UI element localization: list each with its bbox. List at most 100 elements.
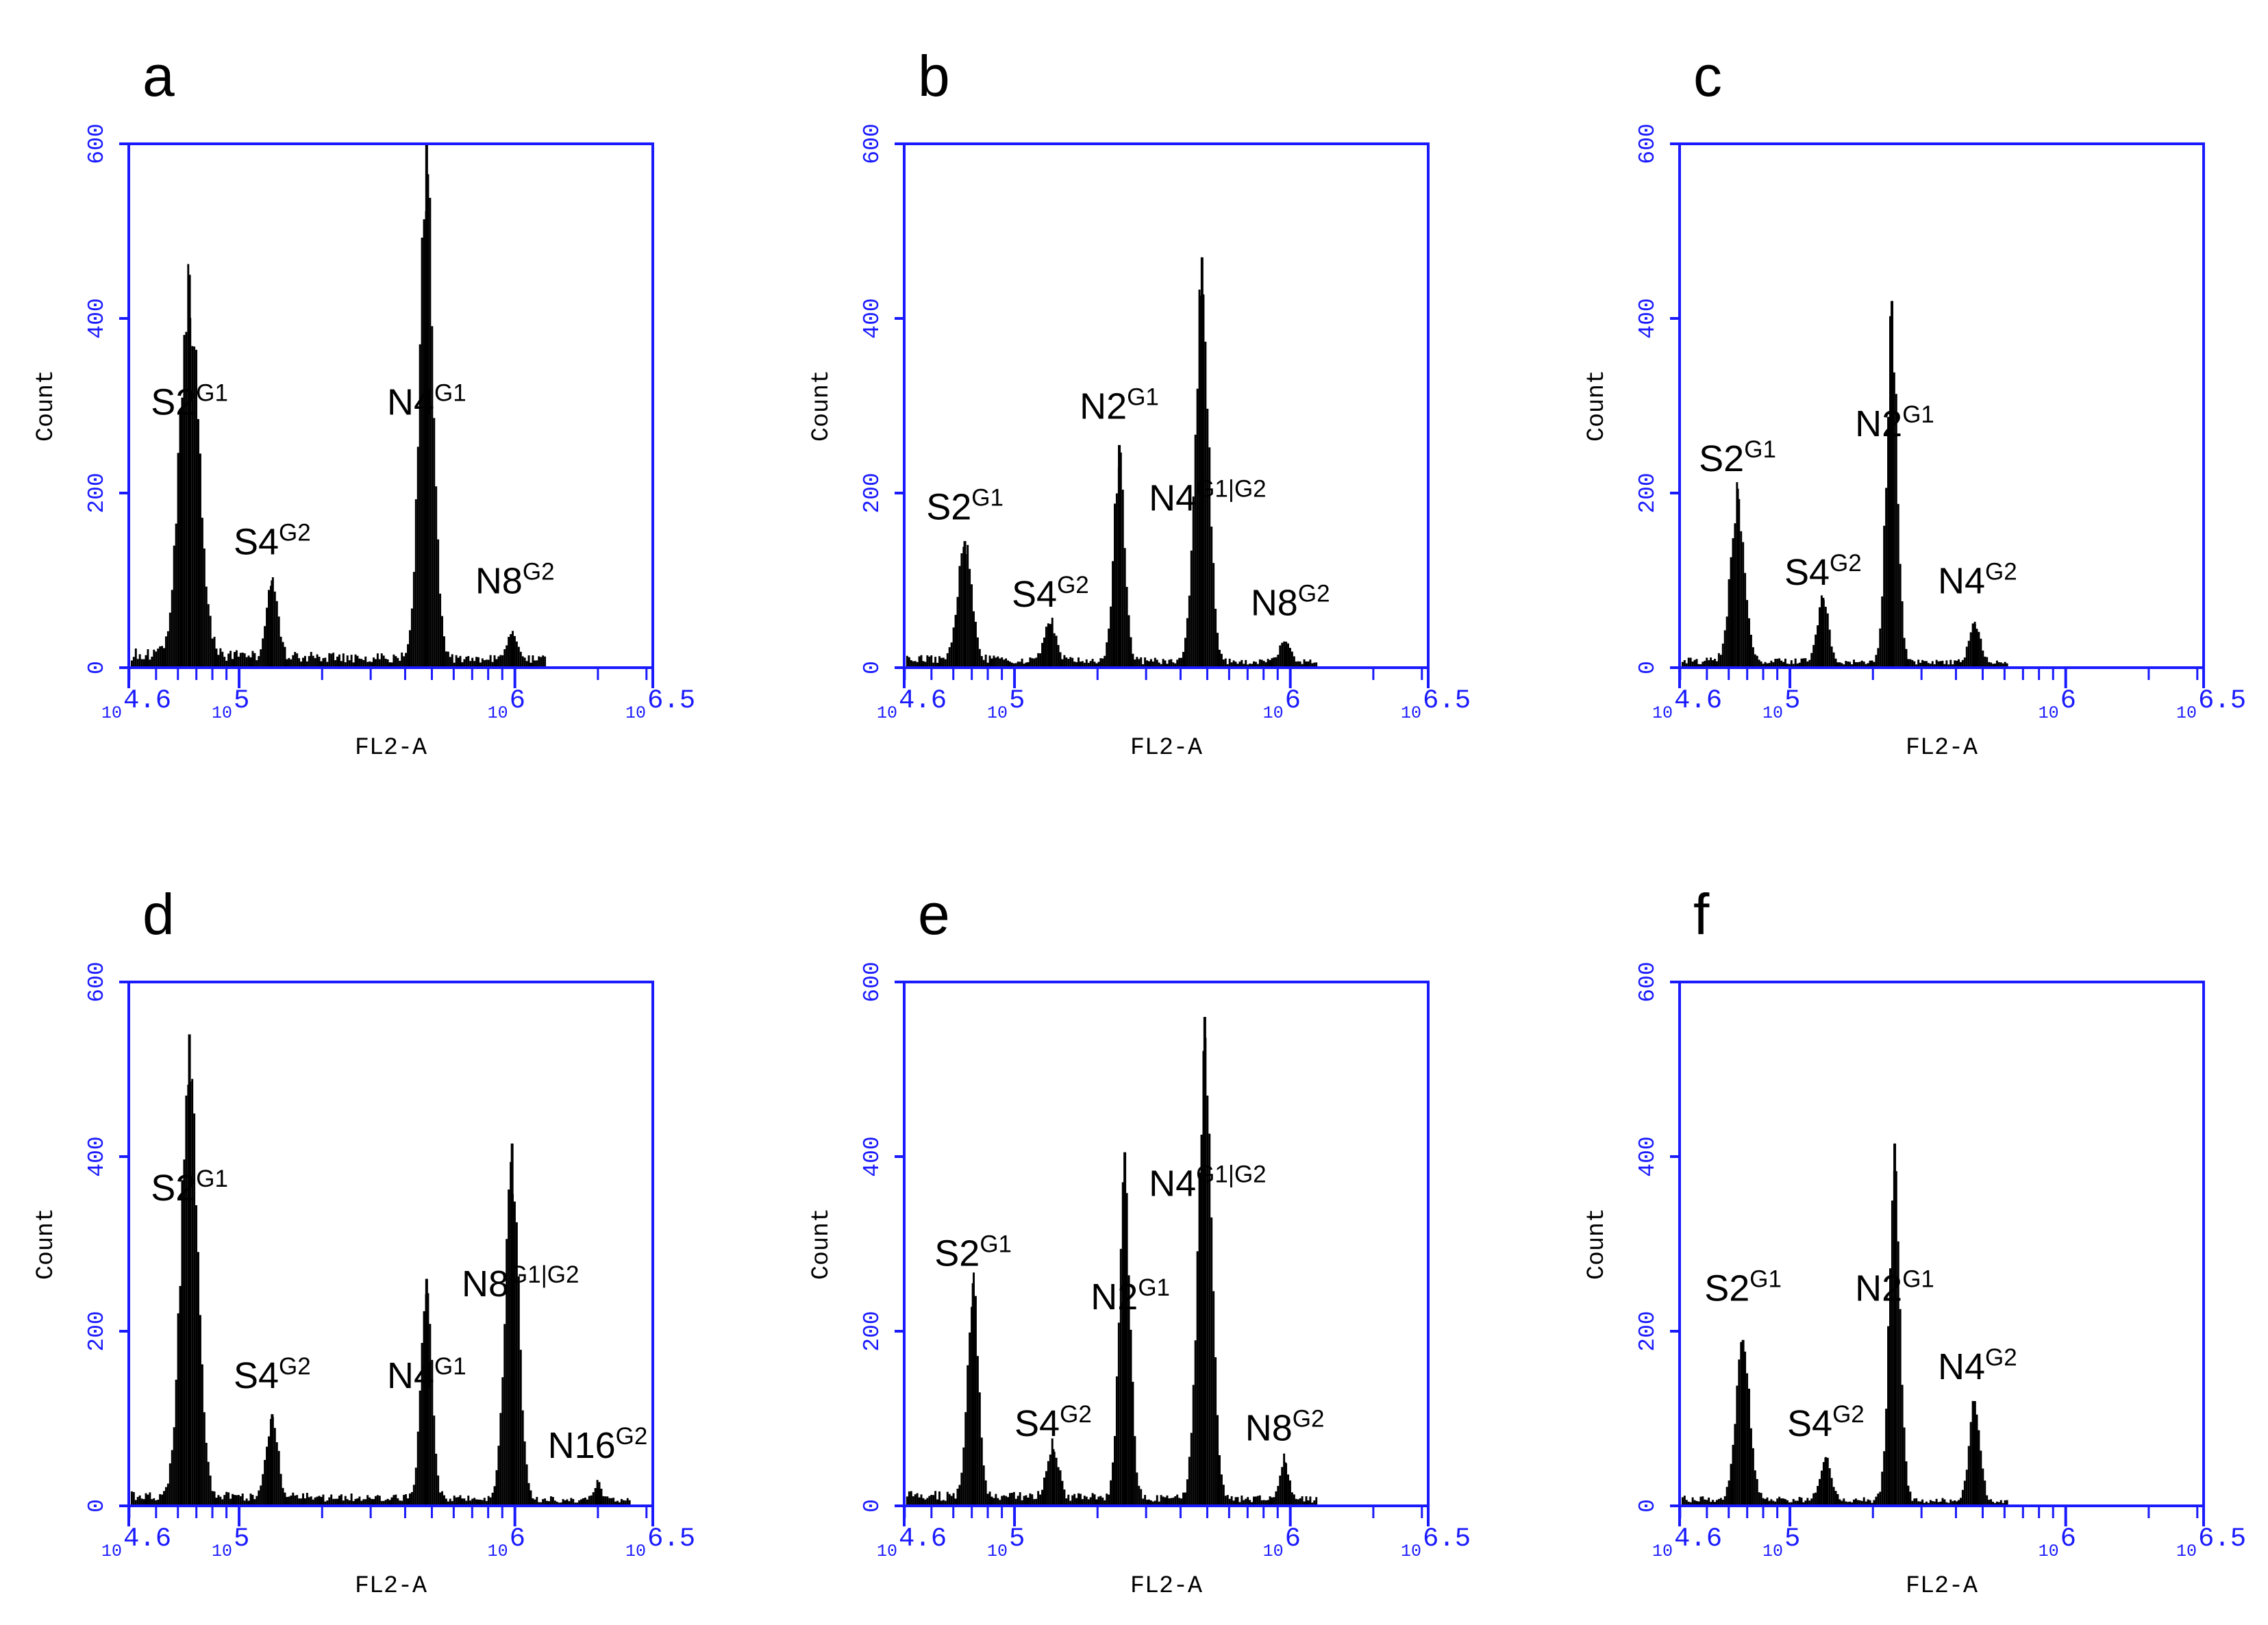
histogram-bar <box>1315 662 1318 668</box>
histogram-bar <box>247 655 250 668</box>
histogram-bar <box>153 649 155 668</box>
peak-label-sup: G1 <box>971 484 1004 511</box>
histogram-bar <box>1271 1497 1273 1506</box>
histogram-bar <box>239 653 242 668</box>
histogram-bar <box>407 644 409 668</box>
x-tick-base: 10 <box>1263 1541 1284 1561</box>
histogram-bar <box>256 660 258 668</box>
histogram-bar <box>471 1498 474 1506</box>
histogram-bar <box>1958 659 1960 668</box>
histogram-bar <box>1162 1496 1164 1506</box>
histogram-bar <box>405 653 408 668</box>
histogram-bar <box>1119 1248 1122 1506</box>
histogram-bar <box>318 1496 321 1506</box>
histogram-bar <box>1689 657 1692 668</box>
histogram-bar <box>1778 1496 1781 1506</box>
histogram-bar <box>416 1431 419 1506</box>
histogram-bar <box>932 662 935 668</box>
histogram-bar <box>1774 659 1777 668</box>
histogram-bar <box>171 1450 173 1506</box>
histogram-bar <box>1114 503 1116 668</box>
histogram-bar <box>479 662 482 668</box>
histogram-bar <box>138 1495 141 1506</box>
peak-label-sup: G2 <box>523 559 555 585</box>
histogram-bar <box>1043 1477 1045 1506</box>
histogram-bar <box>1875 655 1878 668</box>
histogram-bar <box>1291 1492 1293 1506</box>
histogram-bar <box>320 661 323 668</box>
histogram-bar <box>1695 659 1698 668</box>
histogram-bar <box>1997 1502 2000 1506</box>
histogram-bar <box>1782 662 1784 668</box>
histogram-bar <box>1101 658 1104 668</box>
x-tick-base: 10 <box>2176 703 2197 723</box>
histogram-bar <box>1264 1500 1267 1506</box>
histogram-bar <box>1059 652 1062 668</box>
histogram-bar <box>1790 660 1793 668</box>
histogram-bar <box>1762 664 1765 668</box>
histogram-bar <box>1961 1489 1964 1506</box>
histogram-bar <box>1828 1467 1831 1506</box>
histogram-bar <box>296 653 299 668</box>
peak-label-sup: G1|G2 <box>1196 1161 1266 1187</box>
histogram-bar <box>423 1311 425 1506</box>
histogram-bar <box>1271 658 1273 668</box>
histogram-bar <box>302 657 304 668</box>
histogram-bar <box>1089 1497 1092 1506</box>
histogram-bar <box>544 656 547 668</box>
histogram-bar <box>1196 388 1199 668</box>
histogram-bar <box>542 1499 545 1506</box>
peak-label-main: N8 <box>462 1263 509 1305</box>
histogram-bar <box>1214 609 1217 668</box>
x-tick-exponent: 4.6 <box>123 685 171 716</box>
peak-label-main: S4 <box>1784 552 1830 593</box>
histogram-bar <box>1067 659 1070 668</box>
histogram-bar <box>622 1500 625 1506</box>
histogram-bar <box>1891 1200 1893 1506</box>
histogram-bar <box>1039 1494 1042 1506</box>
histogram-bar <box>1865 1501 1867 1506</box>
histogram-bar <box>449 1498 451 1506</box>
panel-letter: a <box>142 44 175 108</box>
histogram-bar <box>292 655 295 668</box>
x-tick-exponent: 6 <box>510 1524 525 1554</box>
histogram-bar <box>1971 1400 1974 1506</box>
histogram-bar <box>548 1501 550 1506</box>
histogram-bar <box>1057 1467 1060 1506</box>
histogram-bar <box>1232 660 1235 668</box>
peak-label-main: N2 <box>1080 386 1127 427</box>
histogram-bar <box>574 1502 577 1506</box>
histogram-bar <box>1269 1496 1271 1506</box>
histogram-bar <box>1721 643 1724 668</box>
histogram-bar <box>1794 658 1797 668</box>
histogram-bar <box>1219 649 1221 668</box>
histogram-bar <box>1217 633 1219 668</box>
histogram-bar <box>142 659 145 668</box>
histogram-bar <box>986 662 989 668</box>
histogram-bar <box>399 661 401 668</box>
histogram-bar <box>532 1498 534 1506</box>
histogram-bar <box>326 662 329 668</box>
histogram-bar <box>1841 1500 1843 1506</box>
histogram-bar <box>1815 634 1817 668</box>
histogram-bar <box>1847 1502 1849 1506</box>
histogram-bar <box>1986 657 1989 668</box>
histogram-bar <box>2004 1500 2006 1506</box>
histogram-bar <box>477 657 479 668</box>
x-axis-title: FL2-A <box>355 734 427 761</box>
histogram-bar <box>1149 659 1152 668</box>
histogram-bar <box>1190 551 1193 668</box>
histogram-bar <box>431 1359 434 1506</box>
histogram-bar <box>1130 1329 1132 1506</box>
histogram-bar <box>1714 1502 1716 1506</box>
histogram-bar <box>232 1494 234 1506</box>
histogram-bar <box>1119 452 1122 668</box>
histogram-bar <box>403 1495 406 1506</box>
histogram-bar <box>416 446 419 668</box>
histogram-bar <box>451 1501 453 1506</box>
histogram-bar <box>134 1500 137 1506</box>
histogram-bar <box>1909 1491 1912 1506</box>
histogram-bar <box>1704 1499 1706 1506</box>
histogram-bar <box>1937 661 1940 668</box>
histogram-bar <box>1256 664 1259 668</box>
